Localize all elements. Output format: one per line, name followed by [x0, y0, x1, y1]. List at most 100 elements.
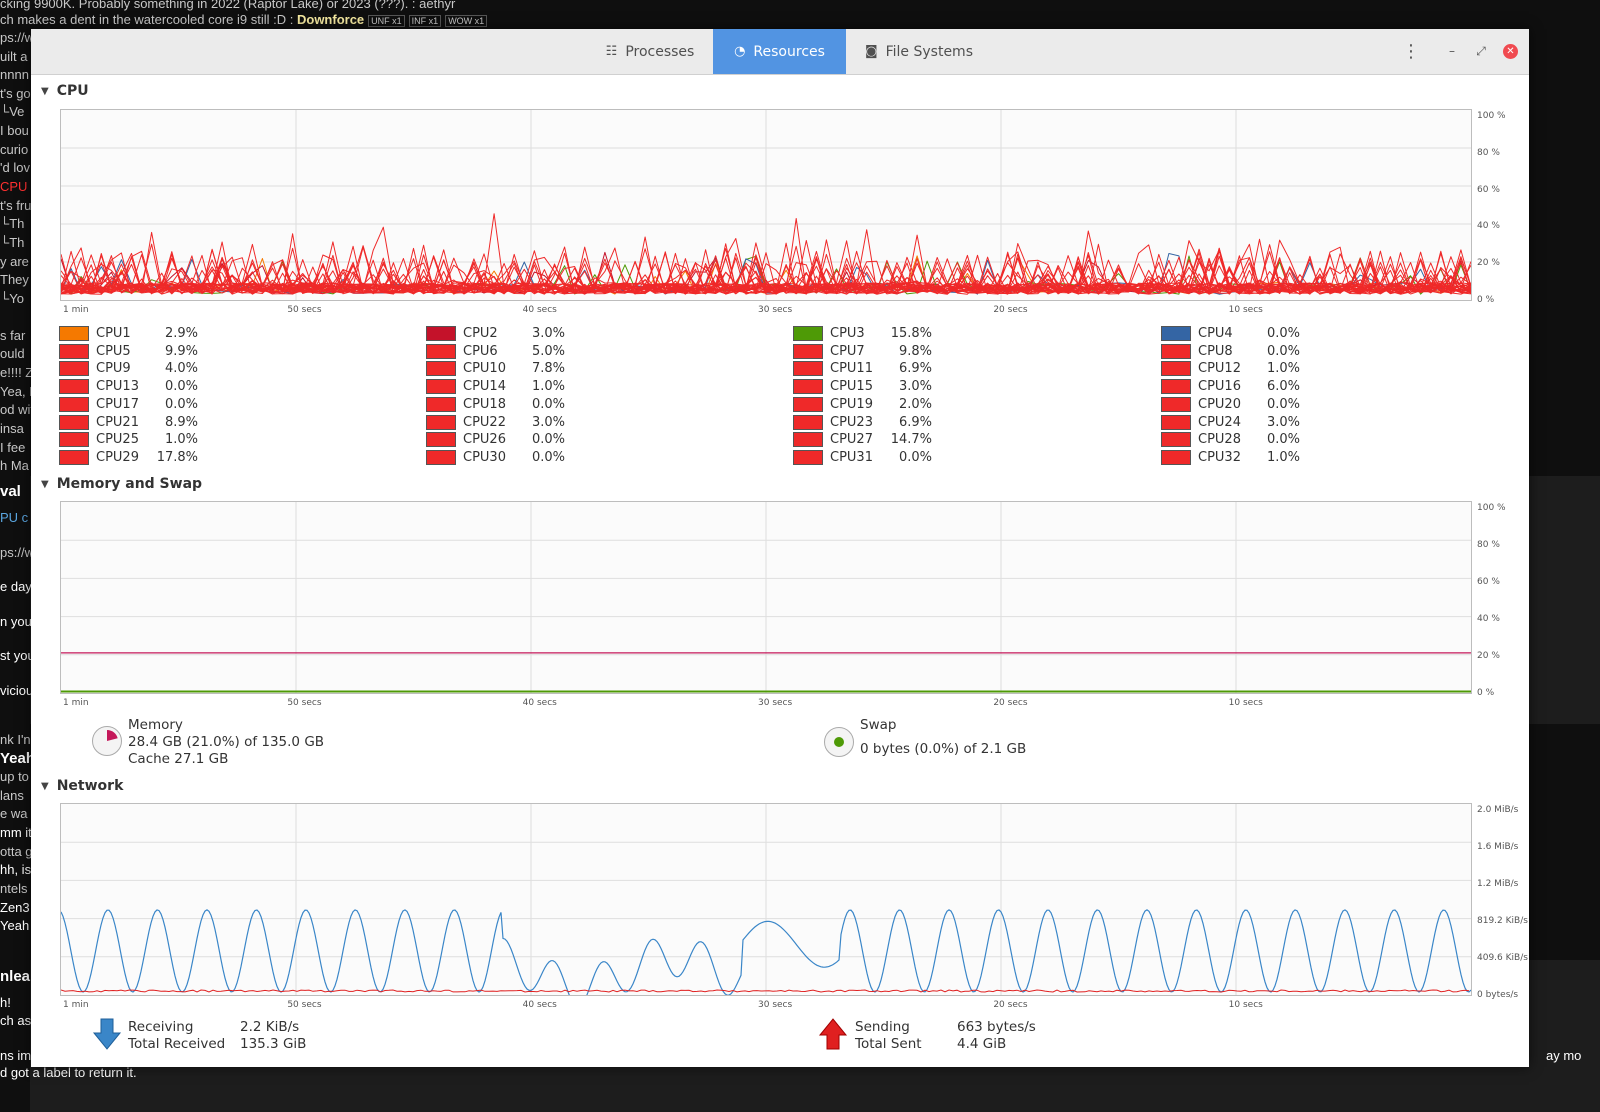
close-icon[interactable]: ✕	[1503, 44, 1518, 59]
cpu-name: CPU3	[830, 326, 865, 341]
maximize-icon[interactable]: ⤢	[1476, 43, 1486, 58]
cpu-name: CPU22	[463, 414, 506, 430]
memory-section-title: Memory and Swap	[56, 476, 203, 492]
memory-section-header[interactable]: ▼ Memory and Swap	[41, 476, 202, 492]
cpu-color-swatch[interactable]	[59, 326, 89, 341]
background-chat-line: e wa	[0, 806, 27, 821]
sending-info: Sending Total Sent	[855, 1019, 922, 1053]
cpu-color-swatch[interactable]	[793, 449, 823, 465]
cpu-color-swatch[interactable]	[793, 343, 823, 359]
background-chat-text: up to	[0, 769, 29, 784]
memory-y-label: 20 %	[1477, 651, 1500, 661]
cpu-legend-entry: CPU14 1.0%	[426, 378, 565, 395]
background-chat-line: I bou	[0, 123, 29, 138]
cpu-usage-value: 0.0%	[531, 449, 565, 465]
background-chat-line: └Ve	[0, 104, 24, 119]
cpu-color-swatch[interactable]	[59, 361, 89, 377]
network-y-label: 1.2 MiB/s	[1477, 879, 1519, 889]
cpu-color-swatch[interactable]	[59, 396, 89, 412]
cpu-color-swatch[interactable]	[1161, 326, 1191, 341]
cpu-color-swatch[interactable]	[793, 326, 823, 341]
cpu-color-swatch[interactable]	[426, 361, 456, 377]
cpu-x-label: 30 secs	[758, 305, 793, 315]
background-chat-line: od wit	[0, 402, 34, 417]
cpu-legend-entry: CPU16 6.0%	[1161, 378, 1300, 395]
background-chat-line: otta g	[0, 844, 33, 859]
tab-processes[interactable]: ☷ Processes	[587, 29, 713, 74]
cpu-color-swatch[interactable]	[1161, 343, 1191, 359]
background-chat-line: CPU	[0, 179, 27, 194]
cpu-color-swatch[interactable]	[426, 449, 456, 465]
swap-value: 0 bytes (0.0%) of 2.1 GB	[860, 741, 1027, 757]
cpu-usage-value: 1.0%	[531, 379, 565, 395]
minimize-icon[interactable]: –	[1449, 44, 1455, 58]
cpu-color-swatch[interactable]	[59, 432, 89, 448]
cpu-color-swatch[interactable]	[1161, 396, 1191, 412]
cpu-color-swatch[interactable]	[1161, 414, 1191, 430]
swap-info: Swap 0 bytes (0.0%) of 2.1 GB	[860, 717, 1026, 758]
background-chat-text: nk I'n	[0, 732, 31, 747]
background-chat-text: nnnn	[0, 67, 29, 82]
background-chat-line: insa	[0, 421, 24, 436]
cpu-color-swatch[interactable]	[426, 326, 456, 341]
cpu-name: CPU32	[1198, 449, 1241, 465]
memory-pie-icon[interactable]	[92, 726, 122, 756]
cpu-color-swatch[interactable]	[1161, 449, 1191, 465]
cpu-usage-value: 6.9%	[898, 361, 932, 377]
cpu-color-swatch[interactable]	[793, 414, 823, 430]
cpu-name: CPU1	[96, 326, 131, 341]
cpu-color-swatch[interactable]	[793, 432, 823, 448]
background-chat-tag: WOW x1	[445, 15, 488, 27]
receiving-arrow-icon	[92, 1018, 122, 1050]
background-chat-text: t's fru	[0, 198, 32, 213]
background-chat-text: └Ve	[0, 104, 25, 119]
tab-resources[interactable]: ◔ Resources	[713, 29, 846, 74]
cpu-y-label: 80 %	[1477, 147, 1500, 158]
cpu-legend-entry: CPU21 8.9%	[59, 414, 198, 431]
background-chat-line: y are	[0, 254, 29, 269]
cpu-color-swatch[interactable]	[793, 379, 823, 395]
cpu-usage-value: 0.0%	[1266, 326, 1300, 341]
cpu-legend-entry: CPU13 0.0%	[59, 378, 198, 395]
cpu-section-header[interactable]: ▼ CPU	[41, 83, 89, 99]
cpu-color-swatch[interactable]	[426, 396, 456, 412]
processes-icon: ☷	[605, 44, 618, 59]
cpu-color-swatch[interactable]	[59, 449, 89, 465]
background-chat-text: viciou	[0, 683, 34, 698]
memory-x-label: 20 secs	[993, 698, 1028, 708]
background-chat-text: ould	[0, 346, 25, 361]
cpu-color-swatch[interactable]	[426, 379, 456, 395]
background-chat-text: t's go	[0, 86, 31, 101]
cpu-legend-entry: CPU22 3.0%	[426, 414, 565, 431]
background-chat-text: uilt a	[0, 49, 28, 64]
cpu-color-swatch[interactable]	[426, 343, 456, 359]
receiving-value: 2.2 KiB/s	[240, 1019, 300, 1035]
background-chat-text: st you	[0, 648, 35, 663]
background-chat-text: └Yo	[0, 291, 24, 306]
cpu-color-swatch[interactable]	[793, 396, 823, 412]
cpu-legend-entry: CPU18 0.0%	[426, 396, 565, 413]
cpu-color-swatch[interactable]	[426, 432, 456, 448]
tab-file-systems[interactable]: ◙ File Systems	[846, 29, 992, 74]
cpu-color-swatch[interactable]	[59, 343, 89, 359]
background-chat-line: PU c	[0, 510, 28, 525]
cpu-color-swatch[interactable]	[1161, 432, 1191, 448]
cpu-color-swatch[interactable]	[1161, 361, 1191, 377]
cpu-color-swatch[interactable]	[59, 414, 89, 430]
cpu-color-swatch[interactable]	[793, 361, 823, 377]
cpu-color-swatch[interactable]	[426, 414, 456, 430]
swap-pie-icon[interactable]	[824, 727, 854, 757]
sending-arrow-icon	[818, 1018, 848, 1050]
cpu-color-swatch[interactable]	[59, 379, 89, 395]
background-chat-text: y are	[0, 254, 29, 269]
background-chat-text: val	[0, 483, 21, 500]
network-section-header[interactable]: ▼ Network	[41, 778, 123, 794]
background-chat-line: └Yo	[0, 291, 24, 306]
cpu-name: CPU21	[96, 414, 139, 430]
cpu-name: CPU31	[830, 449, 873, 465]
cpu-color-swatch[interactable]	[1161, 379, 1191, 395]
menu-icon[interactable]: ⋮	[1402, 40, 1420, 62]
background-chat-text: e day	[0, 579, 32, 594]
cache-value: Cache 27.1 GB	[128, 751, 229, 767]
background-chat-text: They	[0, 272, 29, 287]
